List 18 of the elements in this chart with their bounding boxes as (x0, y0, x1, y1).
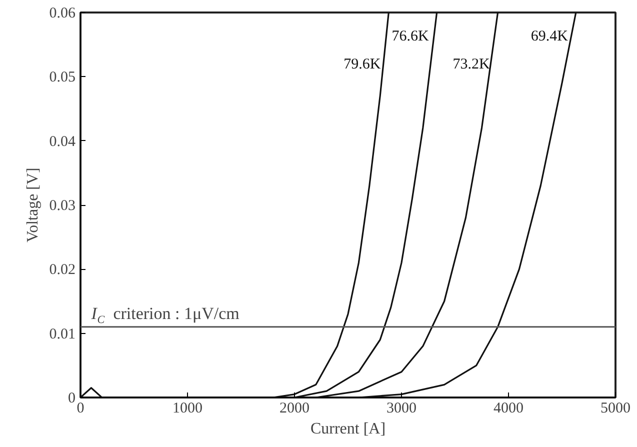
x-tick-label: 1000 (172, 400, 202, 416)
y-tick-label: 0 (68, 390, 76, 406)
series-label: 69.4K (530, 28, 568, 44)
y-tick-label: 0.06 (49, 6, 76, 22)
x-tick-label: 3000 (386, 400, 416, 416)
series-label: 73.2K (452, 56, 490, 72)
x-tick-label: 2000 (280, 400, 310, 416)
y-tick-label: 0.05 (49, 70, 76, 86)
x-axis-title: Current [A] (310, 420, 386, 438)
x-tick-label: 5000 (600, 400, 630, 416)
series-label: 79.6K (344, 56, 381, 72)
y-tick-label: 0.02 (49, 262, 76, 278)
y-tick-label: 0.03 (49, 198, 76, 214)
y-tick-label: 0.01 (49, 326, 76, 342)
x-tick-label: 4000 (494, 400, 524, 416)
series-label: 76.6K (392, 28, 429, 44)
y-tick-label: 0.04 (49, 134, 76, 150)
y-axis-title: Voltage [V] (24, 168, 42, 242)
